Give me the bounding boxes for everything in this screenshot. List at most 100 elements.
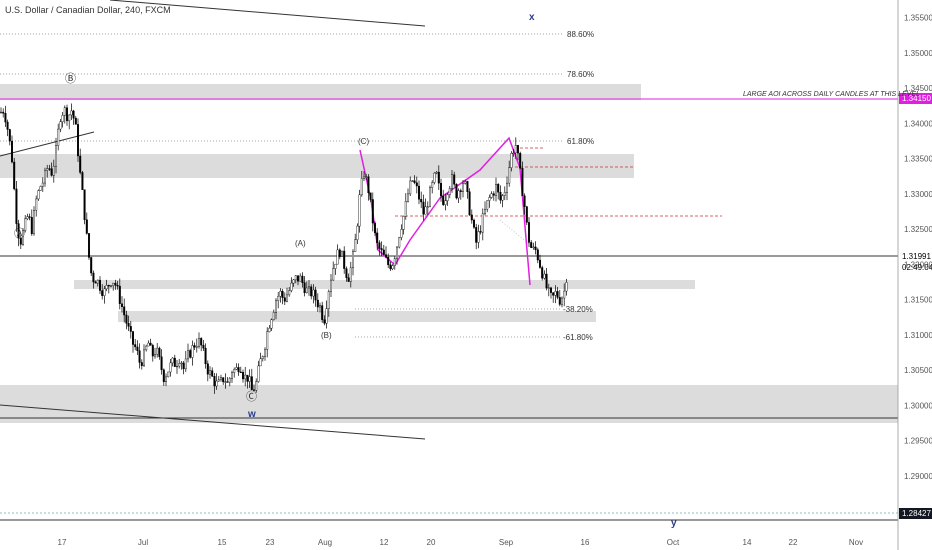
zone-aoi-top [0, 84, 641, 100]
candle-body [149, 342, 152, 346]
tag-level-bottom-bg [899, 508, 932, 519]
candle-body [15, 188, 18, 224]
candle-body [517, 145, 520, 154]
candle-body [275, 300, 278, 313]
candle-body [24, 218, 27, 231]
candle-body [142, 349, 145, 366]
candle-body [178, 363, 181, 367]
candle-body [464, 181, 467, 184]
candle-body [131, 331, 134, 345]
candle-body [561, 297, 564, 305]
candle-body [250, 376, 253, 390]
candle-body [59, 121, 62, 130]
candle-body [323, 319, 326, 324]
candle-body [22, 230, 25, 245]
candle-body [39, 186, 42, 191]
candle-body [288, 290, 291, 296]
candle-body [448, 188, 451, 195]
candle-body [261, 356, 264, 359]
candle-body [347, 277, 350, 282]
candle-body [156, 347, 159, 355]
candle-body [558, 297, 561, 305]
fib-neg38-label: -38.20% [563, 305, 593, 314]
candle-body [525, 206, 528, 223]
candle-body [356, 225, 359, 240]
candle-body [345, 268, 348, 278]
zone-mid [74, 280, 695, 289]
candle-body [248, 376, 251, 382]
candle-body [13, 161, 16, 190]
candle-body [341, 250, 344, 257]
candle-body [473, 219, 476, 228]
candle-body [28, 216, 31, 218]
candle-body [224, 381, 227, 383]
time-tick-label: Aug [318, 538, 332, 547]
candle-body [30, 217, 33, 234]
candle-body [118, 285, 121, 304]
candle-body [563, 290, 566, 299]
candle-body [52, 165, 55, 176]
candle-body [321, 305, 324, 320]
candle-body [206, 363, 209, 375]
candle-body [0, 111, 2, 114]
candle-body [360, 178, 363, 196]
candle-body [184, 358, 187, 370]
tag-countdown: 02:49:04 [902, 263, 932, 272]
candle-body [17, 223, 20, 239]
candle-body [523, 195, 526, 207]
candle-body [554, 291, 557, 296]
candle-body [123, 306, 126, 316]
time-axis-ticks: 17 Jul 15 23 Aug 12 20 Sep 16 Oct 14 22 Nov [58, 538, 864, 547]
candle-body [68, 114, 71, 122]
candle-body [479, 231, 482, 233]
candle-body [426, 206, 429, 208]
candle-body [105, 285, 108, 290]
candle-body [41, 182, 44, 187]
candle-body [374, 222, 377, 234]
candle-body [457, 190, 460, 199]
candle-body [257, 365, 260, 382]
candle-body [492, 193, 495, 196]
time-tick-label: Sep [499, 538, 514, 547]
zone-lower [118, 311, 596, 322]
zone-upper [0, 154, 634, 178]
candle-body [431, 182, 434, 188]
candle-body [349, 267, 352, 282]
price-tick-label: 1.35000 [904, 49, 932, 58]
candle-body [197, 338, 200, 347]
candle-body [35, 198, 38, 211]
candle-body [63, 107, 66, 116]
candle-body [180, 362, 183, 364]
price-tick-label: 1.34000 [904, 119, 932, 128]
candle-body [281, 290, 284, 298]
candle-body [376, 232, 379, 243]
candle-body [435, 171, 438, 174]
candle-body [446, 194, 449, 201]
candle-body [182, 362, 185, 370]
candle-body [202, 344, 205, 349]
trendline-top [109, 0, 426, 27]
candle-body [365, 176, 368, 178]
wave-label-a: (A) [295, 239, 306, 248]
candle-body [204, 347, 207, 365]
time-tick-label: 14 [743, 538, 752, 547]
candle-body [490, 193, 493, 198]
candle-body [415, 182, 418, 187]
candle-body [308, 286, 311, 289]
candle-body [87, 233, 90, 258]
candle-body [332, 268, 335, 281]
candle-body [407, 193, 410, 202]
candle-body [145, 345, 148, 351]
candle-body [398, 237, 401, 248]
price-tick-label: 1.32000 [904, 260, 932, 269]
candle-body [501, 195, 504, 201]
candle-body [319, 305, 322, 308]
candle-body [173, 357, 176, 367]
time-tick-label: 23 [266, 538, 275, 547]
candle-body [72, 110, 75, 119]
candle-body [70, 110, 73, 116]
candle-body [451, 174, 454, 189]
candle-body [44, 170, 47, 184]
candle-body [440, 182, 443, 197]
